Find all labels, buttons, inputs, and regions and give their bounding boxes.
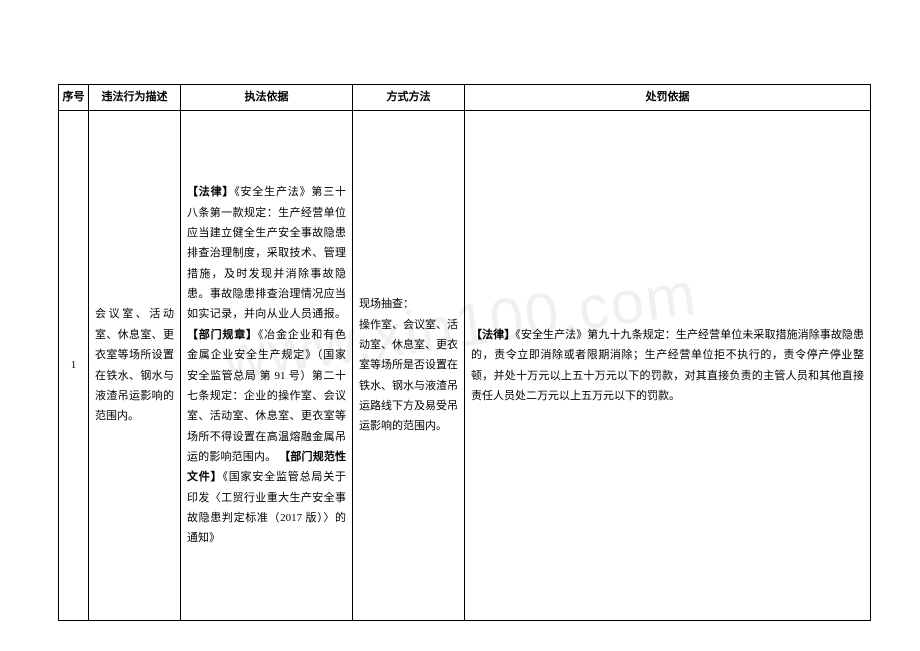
regulation-table: 序号 违法行为描述 执法依据 方式方法 处罚依据 1 会议室、活动室、休息室、更…: [58, 84, 871, 621]
penalty-text: 《安全生产法》第九十九条规定：生产经营单位未采取措施消除事故隐患的，责令立即消除…: [471, 329, 864, 402]
cell-penalty: 【法律】《安全生产法》第九十九条规定：生产经营单位未采取措施消除事故隐患的，责令…: [465, 111, 871, 621]
penalty-label: 【法律】: [471, 329, 515, 341]
col-header-index: 序号: [59, 85, 89, 111]
col-header-basis: 执法依据: [181, 85, 353, 111]
col-header-penalty: 处罚依据: [465, 85, 871, 111]
col-header-violation: 违法行为描述: [89, 85, 181, 111]
cell-method: 现场抽查：操作室、会议室、活动室、休息室、更衣室等场所是否设置在铁水、钢水与液渣…: [353, 111, 465, 621]
document-page: 序号 违法行为描述 执法依据 方式方法 处罚依据 1 会议室、活动室、休息室、更…: [58, 84, 870, 621]
cell-violation: 会议室、活动室、休息室、更衣室等场所设置在铁水、钢水与液渣吊运影响的范围内。: [89, 111, 181, 621]
law-text: 《安全生产法》第三十八条第一款规定：生产经营单位应当建立健全生产安全事故隐患排查…: [187, 186, 346, 320]
cell-basis: 【法律】《安全生产法》第三十八条第一款规定：生产经营单位应当建立健全生产安全事故…: [181, 111, 353, 621]
dept-rule-label: 【部门规章】: [187, 329, 258, 341]
law-label: 【法律】: [187, 186, 234, 198]
dept-rule-text: 《冶金企业和有色金属企业安全生产规定》（国家安全监管总局 第 91 号）第二十七…: [187, 329, 346, 463]
table-row: 1 会议室、活动室、休息室、更衣室等场所设置在铁水、钢水与液渣吊运影响的范围内。…: [59, 111, 871, 621]
table-header-row: 序号 违法行为描述 执法依据 方式方法 处罚依据: [59, 85, 871, 111]
cell-index: 1: [59, 111, 89, 621]
col-header-method: 方式方法: [353, 85, 465, 111]
